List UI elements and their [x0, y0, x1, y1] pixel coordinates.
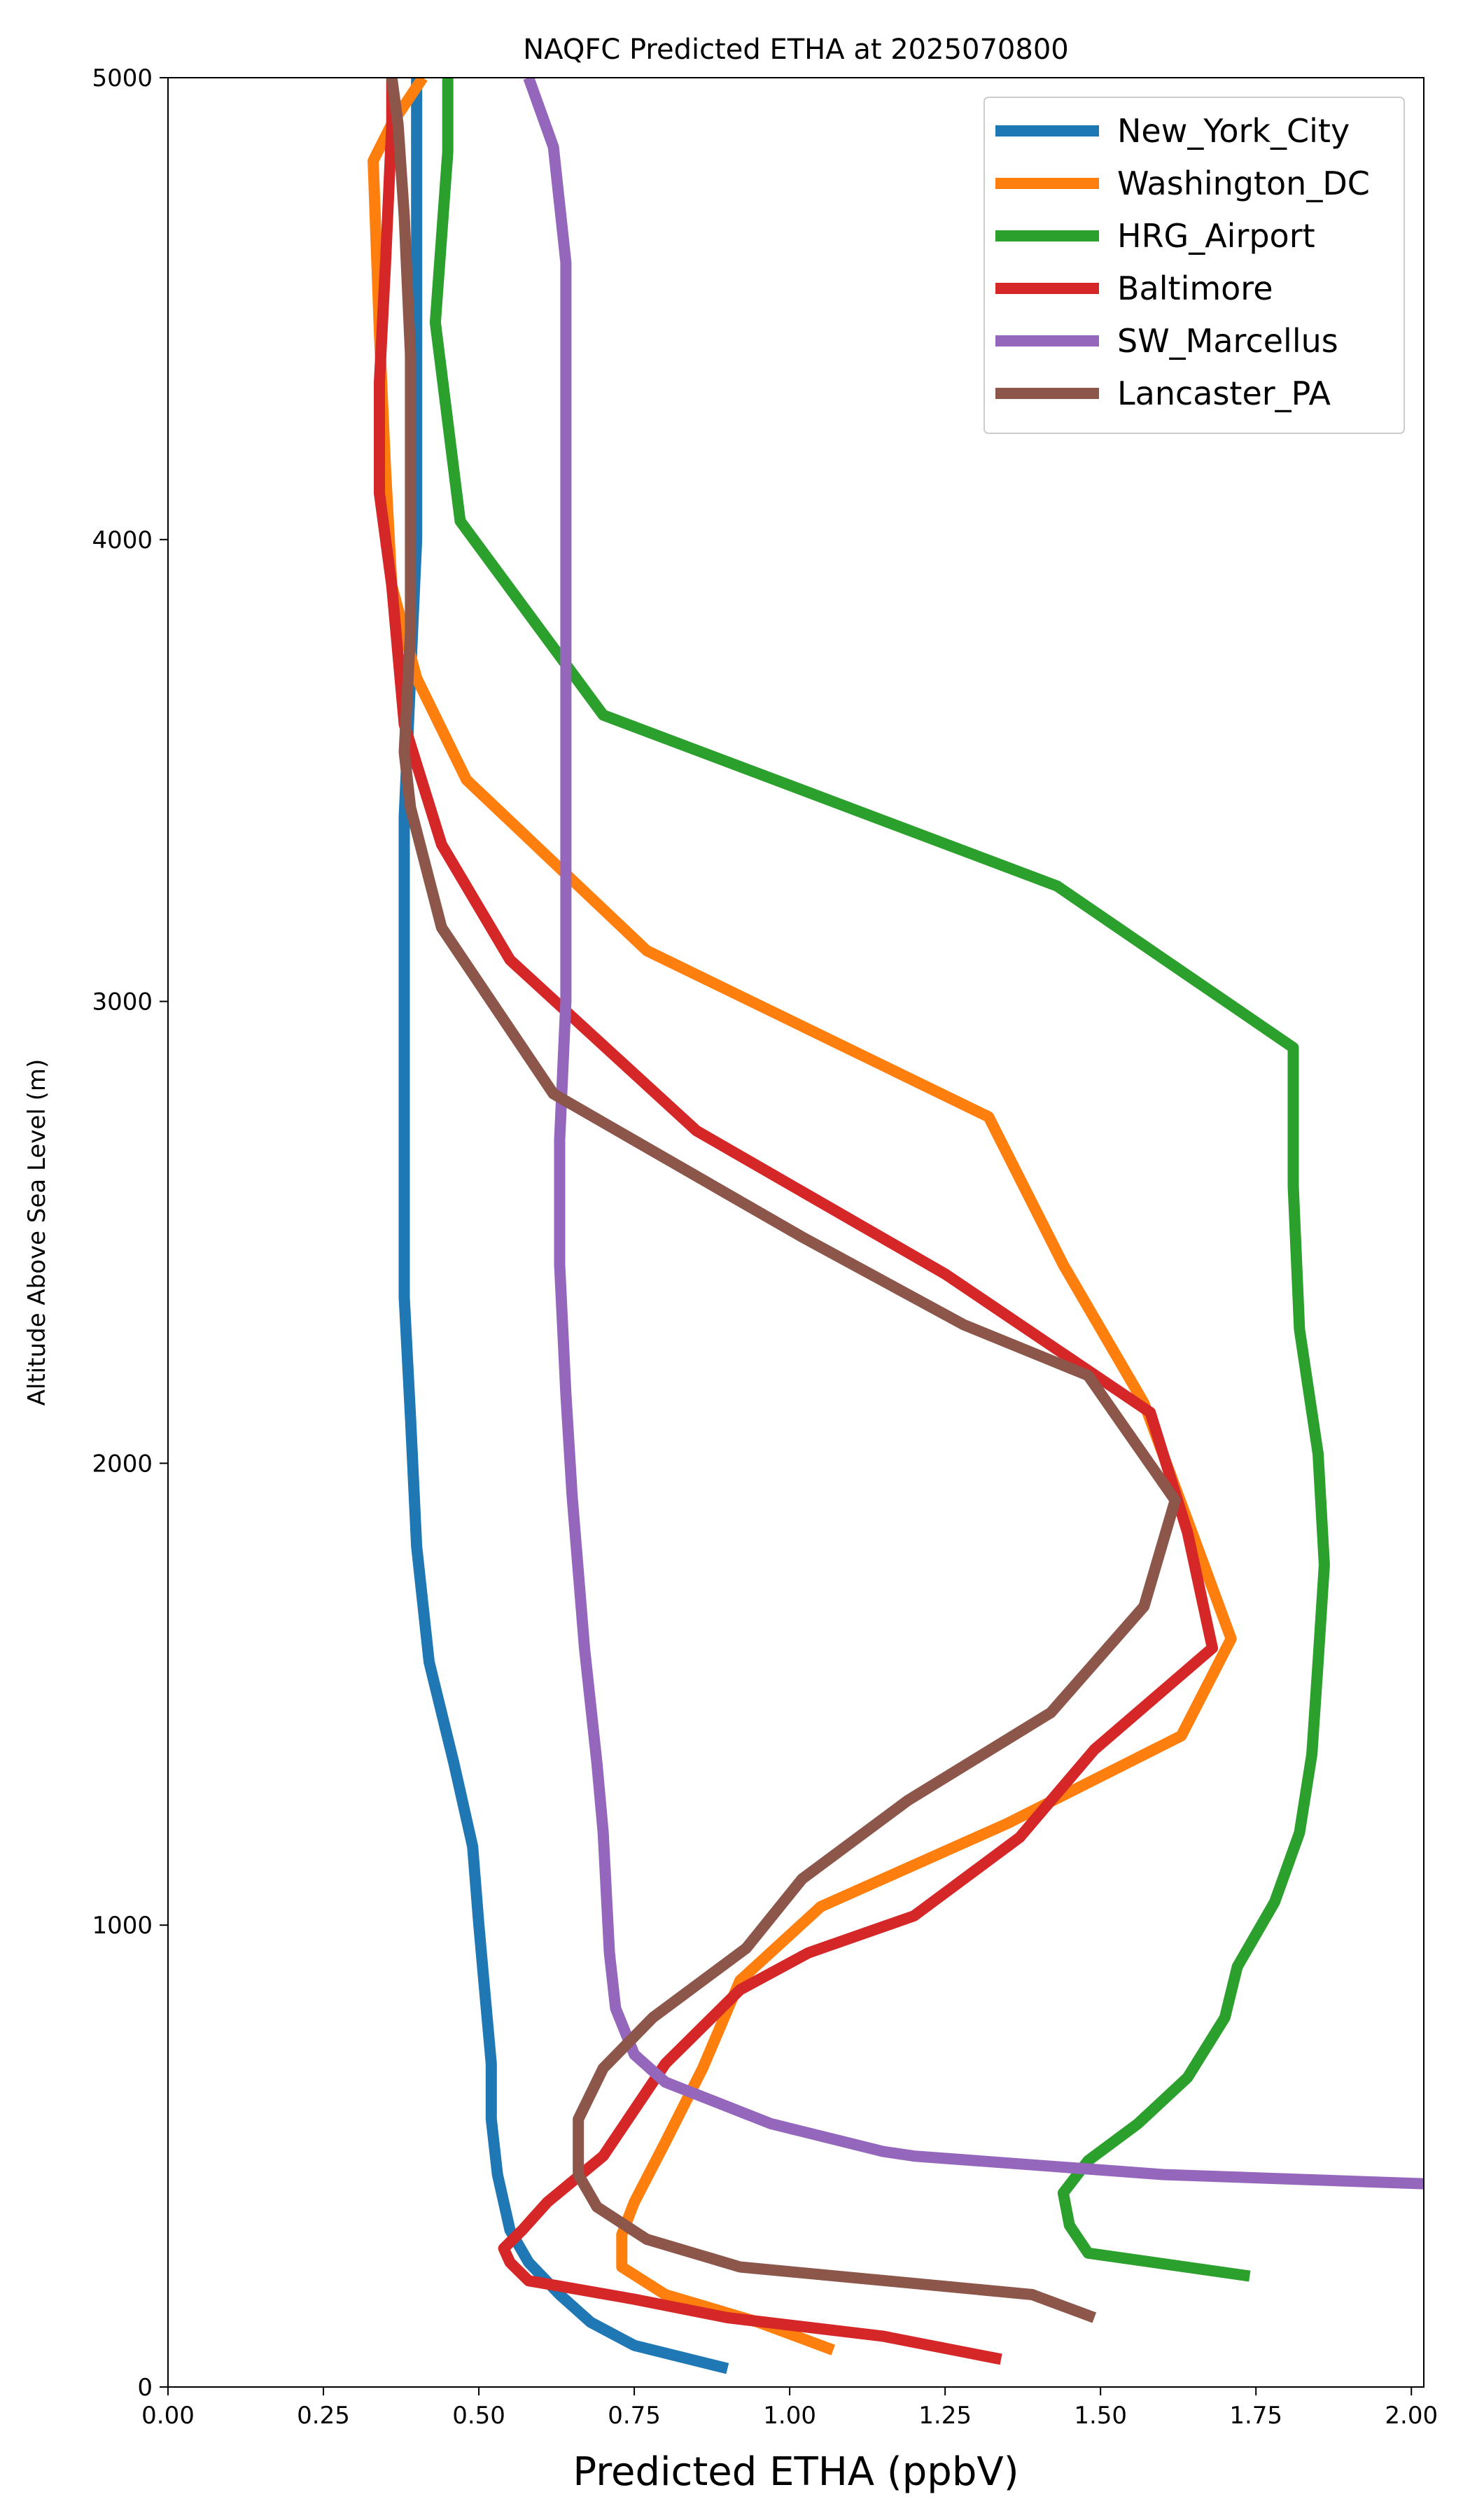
x-tick-label: 1.75: [1229, 2402, 1282, 2430]
x-tick-label: 2.00: [1385, 2402, 1438, 2430]
y-tick-label: 5000: [92, 64, 153, 92]
y-axis-label: Altitude Above Sea Level (m): [23, 1059, 51, 1406]
x-tick-label: 0.00: [141, 2402, 195, 2430]
y-tick-label: 2000: [92, 1450, 153, 1478]
legend-label: HRG_Airport: [1117, 217, 1315, 255]
x-tick-label: 1.25: [918, 2402, 972, 2430]
legend-label: Lancaster_PA: [1117, 374, 1331, 412]
series-line-baltimore: [374, 78, 1218, 2365]
series-line-lancaster-pa: [386, 78, 1181, 2323]
plot-area: [368, 78, 1424, 2374]
x-tick-label: 0.75: [608, 2402, 661, 2430]
y-axis: 0 1000 2000 3000 4000 5000: [92, 64, 168, 2402]
legend: New_York_City Washington_DC HRG_Airport Bal…: [983, 97, 1405, 434]
series-line-sw-marcellus: [523, 78, 1424, 2190]
y-tick-label: 3000: [92, 988, 153, 1016]
legend-label: Washington_DC: [1117, 164, 1370, 202]
y-tick-label: 4000: [92, 526, 153, 554]
x-tick-label: 0.25: [297, 2402, 350, 2430]
x-tick-label: 1.00: [763, 2402, 816, 2430]
x-tick-label: 1.50: [1074, 2402, 1127, 2430]
x-axis: 0.00 0.25 0.50 0.75 1.00 1.25 1.50 1.75 2.00: [141, 2387, 1438, 2430]
x-axis-label: Predicted ETHA (ppbV): [573, 2449, 1018, 2495]
legend-label: SW_Marcellus: [1117, 322, 1338, 360]
chart-title: NAQFC Predicted ETHA at 2025070800: [523, 34, 1068, 66]
y-tick-label: 0: [137, 2374, 153, 2402]
x-tick-label: 0.50: [452, 2402, 505, 2430]
legend-label: New_York_City: [1117, 112, 1350, 150]
y-tick-label: 1000: [92, 1912, 153, 1940]
legend-label: Baltimore: [1117, 270, 1273, 307]
plot-frame: [167, 77, 1424, 2388]
